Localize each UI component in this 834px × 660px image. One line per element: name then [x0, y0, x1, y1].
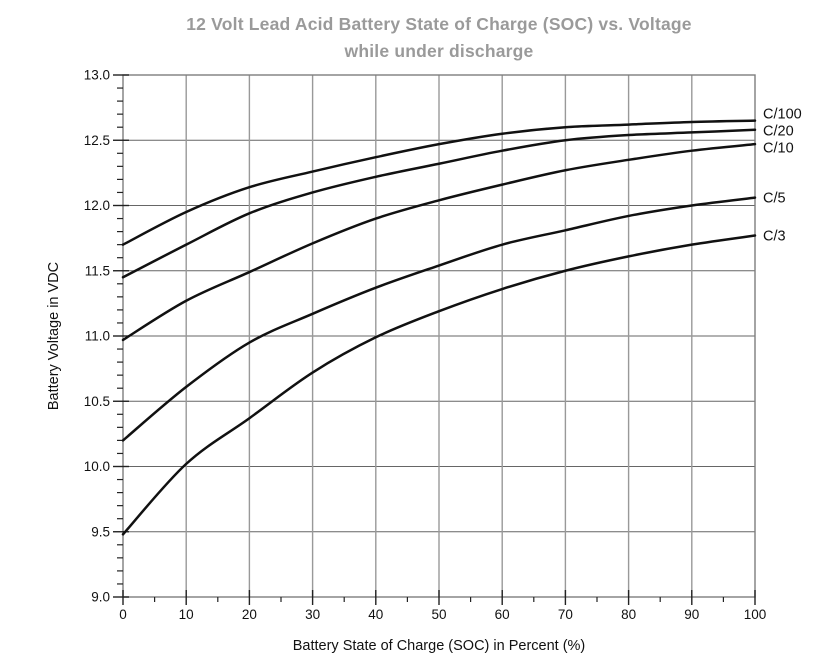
y-tick-label: 13.0: [84, 68, 110, 83]
y-tick-label: 10.0: [84, 459, 110, 474]
x-tick-label: 50: [431, 607, 446, 622]
series-curve-c-5: [121, 196, 757, 442]
series-curve-c-100: [121, 119, 757, 246]
y-axis-title: Battery Voltage in VDC: [46, 262, 62, 410]
series-curve-c-10: [121, 142, 757, 342]
x-tick-label: 10: [179, 607, 194, 622]
x-tick-label: 0: [119, 607, 127, 622]
x-tick-label: 70: [558, 607, 573, 622]
y-tick-label: 9.5: [91, 524, 110, 539]
tick-layer: [113, 74, 756, 605]
series-curve-c-20: [121, 128, 757, 279]
series-label-c-100: C/100: [763, 107, 802, 123]
x-tick-label: 20: [242, 607, 257, 622]
x-tick-label: 30: [305, 607, 320, 622]
y-tick-label: 12.5: [84, 133, 110, 148]
tick-label-layer: 9.0 9.5 10.0 10.5 11.0 11.5 12.0 12.5 13.0 0 10 20 3…: [84, 68, 767, 622]
y-tick-label: 9.0: [91, 590, 110, 605]
y-tick-label: 10.5: [84, 394, 110, 409]
y-tick-label: 12.0: [84, 198, 110, 213]
x-axis-title: Battery State of Charge (SOC) in Percent…: [293, 638, 586, 654]
grid-layer: [122, 74, 756, 598]
x-tick-label: 80: [621, 607, 636, 622]
series-label-c-20: C/20: [763, 124, 794, 140]
chart-title: 12 Volt Lead Acid Battery State of Charg…: [123, 11, 755, 65]
y-tick-label: 11.0: [85, 329, 110, 344]
y-tick-label: 11.5: [85, 263, 110, 278]
x-tick-label: 40: [368, 607, 383, 622]
chart-title-line1: 12 Volt Lead Acid Battery State of Charg…: [186, 14, 692, 34]
series-curve-c-3: [121, 234, 757, 536]
x-tick-label: 90: [684, 607, 699, 622]
series-label-c-5: C/5: [763, 191, 786, 207]
x-tick-label: 100: [744, 607, 767, 622]
x-tick-label: 60: [495, 607, 510, 622]
series-layer: [121, 119, 757, 536]
chart-title-line2: while under discharge: [344, 41, 534, 61]
series-label-c-3: C/3: [763, 229, 786, 245]
series-label-c-10: C/10: [763, 141, 794, 157]
